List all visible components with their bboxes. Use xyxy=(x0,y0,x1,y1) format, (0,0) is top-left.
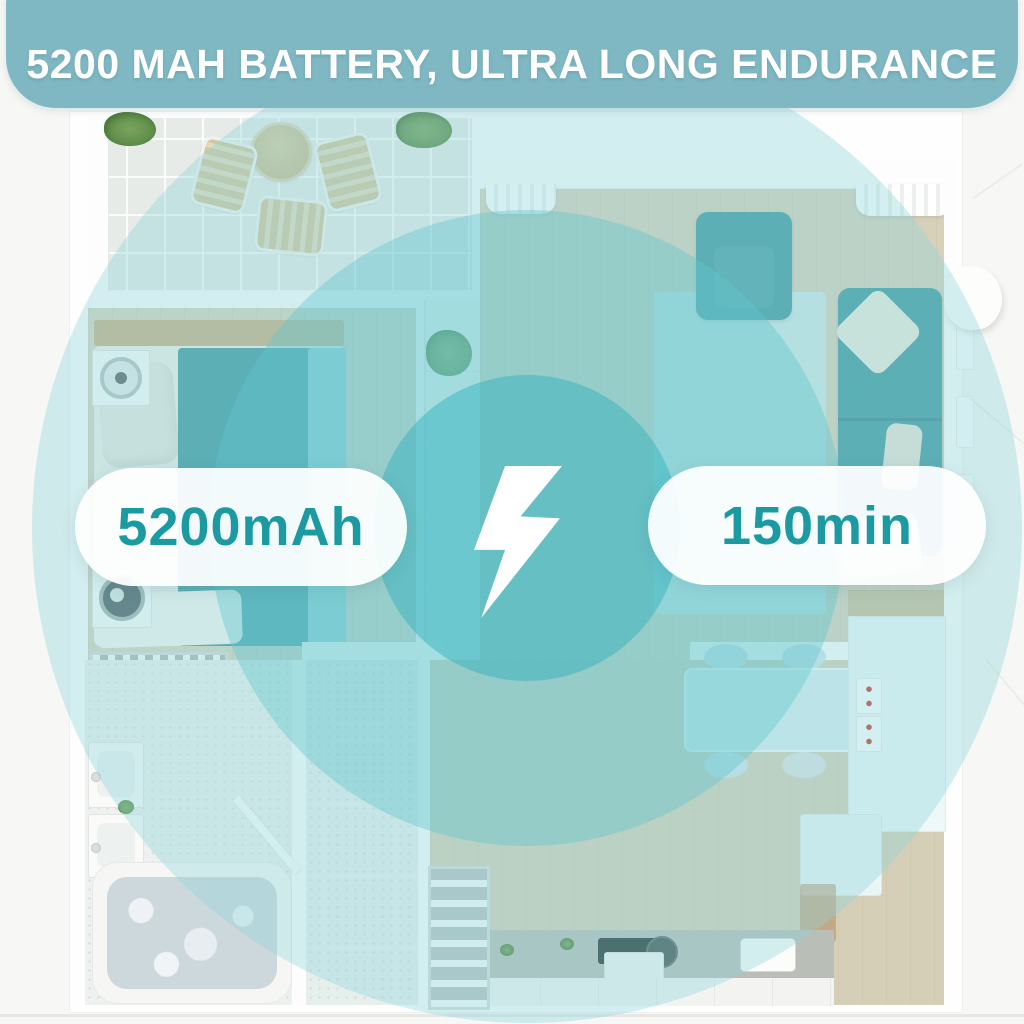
armchair-cushion xyxy=(714,246,774,308)
curtain xyxy=(486,184,556,214)
bath-water xyxy=(107,877,277,989)
nightstand xyxy=(92,350,150,406)
headline-text: 5200 MAH BATTERY, ULTRA LONG ENDURANCE xyxy=(26,41,998,87)
headline-banner: 5200 MAH BATTERY, ULTRA LONG ENDURANCE xyxy=(6,0,1018,108)
potted-plant xyxy=(426,330,472,376)
stove-knobs-icon xyxy=(856,678,882,714)
faucet-icon xyxy=(91,842,101,853)
dish-shelf xyxy=(428,866,490,1010)
window-sill xyxy=(956,396,974,448)
bed-headboard xyxy=(94,320,344,346)
lightning-bolt-icon xyxy=(474,466,562,618)
dining-chair xyxy=(704,644,748,670)
potted-plant xyxy=(396,112,452,148)
runtime-label: 150min xyxy=(720,495,914,556)
sketch-line xyxy=(972,162,1024,200)
fan-icon xyxy=(100,357,142,399)
potted-plant xyxy=(104,112,156,146)
kitchen-counter xyxy=(848,590,944,616)
image-edge xyxy=(0,1014,1024,1017)
battery-capacity-label: 5200mAh xyxy=(117,497,365,557)
kitchen-island xyxy=(800,814,882,896)
dining-table xyxy=(684,668,860,752)
small-plant xyxy=(500,944,514,956)
bathroom-sink xyxy=(88,742,144,808)
kitchen-cabinet xyxy=(482,978,834,1006)
terrace-shelf xyxy=(88,118,109,292)
runtime-badge: 150min xyxy=(648,466,986,585)
towel-pile xyxy=(944,266,1002,330)
interior-wall xyxy=(292,660,306,1005)
kitchen-sink xyxy=(740,938,796,972)
bathtub xyxy=(92,862,292,1004)
curtain xyxy=(856,184,952,216)
hallway xyxy=(306,660,418,1005)
sofa-seam xyxy=(838,418,942,421)
small-plant xyxy=(560,938,574,950)
dining-chair xyxy=(704,752,748,778)
stove-knobs-icon xyxy=(856,716,882,752)
interior-wall xyxy=(418,660,430,840)
patio-table xyxy=(250,122,312,182)
living-room-wall xyxy=(480,158,958,189)
dining-chair xyxy=(782,752,826,778)
small-plant xyxy=(118,800,134,814)
interior-wall xyxy=(302,642,444,660)
faucet-icon xyxy=(91,771,101,782)
dining-chair xyxy=(782,644,826,670)
battery-capacity-badge: 5200mAh xyxy=(75,468,407,586)
kitchen-counter xyxy=(848,616,946,832)
